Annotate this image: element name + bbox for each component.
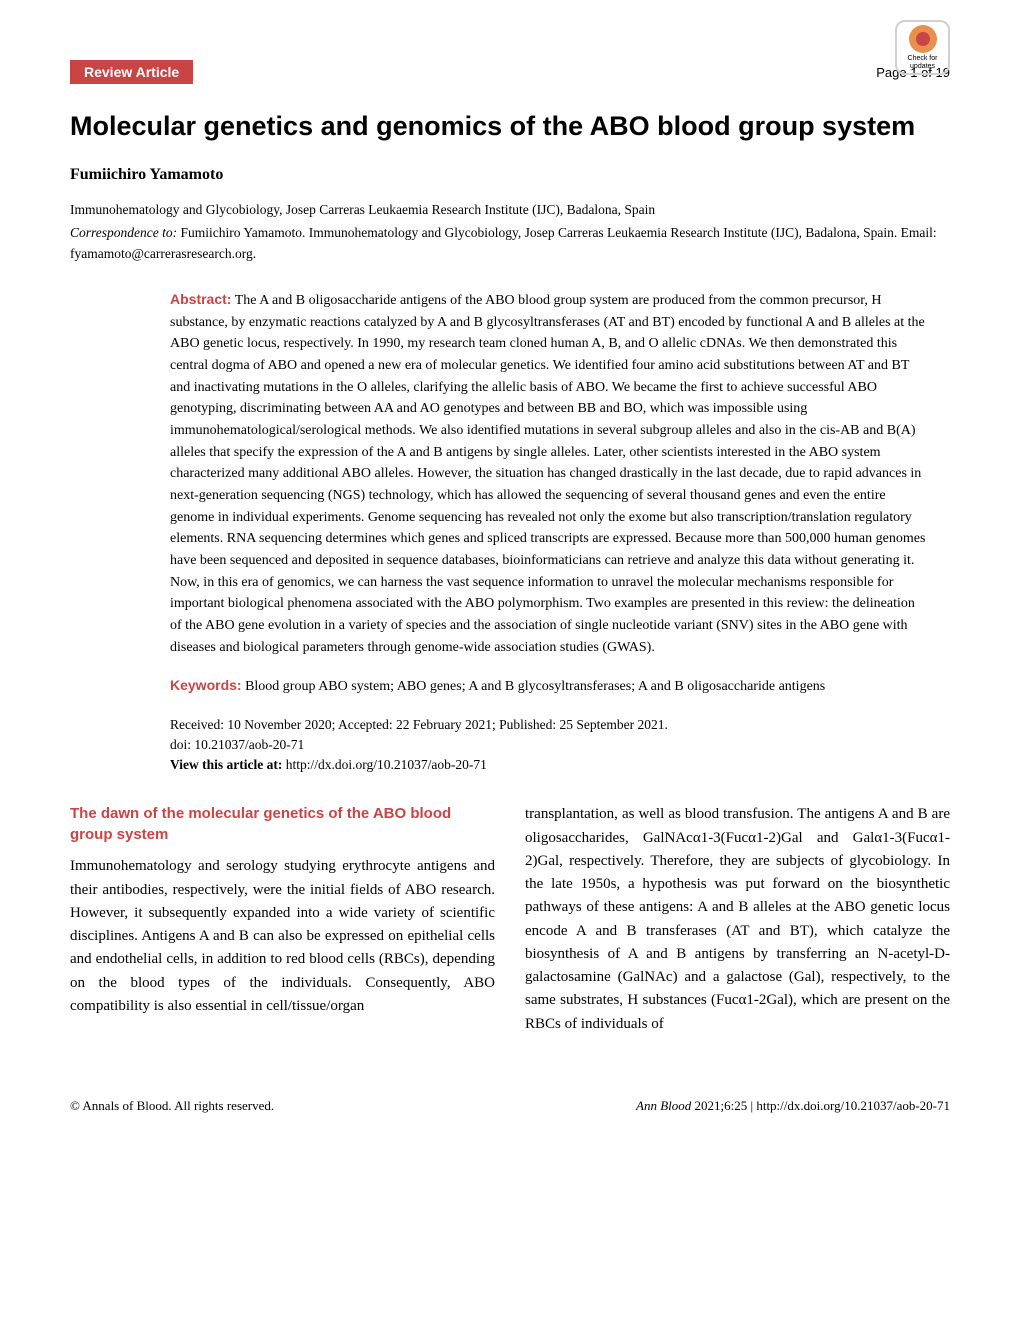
footer-journal: Ann Blood xyxy=(636,1098,691,1113)
dates-block: Received: 10 November 2020; Accepted: 22… xyxy=(170,715,930,776)
check-updates-text: Check for updates xyxy=(897,55,948,70)
left-column: The dawn of the molecular genetics of th… xyxy=(70,803,495,1036)
check-updates-badge[interactable]: Check for updates xyxy=(895,20,950,75)
keywords-label: Keywords: xyxy=(170,677,242,693)
review-article-badge: Review Article xyxy=(70,60,193,84)
affiliation: Immunohematology and Glycobiology, Josep… xyxy=(70,200,950,220)
abstract-text: The A and B oligosaccharide antigens of … xyxy=(170,293,925,655)
correspondence: Correspondence to: Fumiichiro Yamamoto. … xyxy=(70,223,950,264)
view-article-label: View this article at: xyxy=(170,757,282,772)
body-text-right: transplantation, as well as blood transf… xyxy=(525,803,950,1036)
body-columns: The dawn of the molecular genetics of th… xyxy=(70,803,950,1036)
dates-received: Received: 10 November 2020; Accepted: 22… xyxy=(170,715,930,735)
section-heading: The dawn of the molecular genetics of th… xyxy=(70,803,495,845)
crossmark-icon xyxy=(909,25,937,53)
body-text-left: Immunohematology and serology studying e… xyxy=(70,855,495,1018)
footer-citation-text: 2021;6:25 | http://dx.doi.org/10.21037/a… xyxy=(695,1098,951,1113)
author-name: Fumiichiro Yamamoto xyxy=(70,166,950,184)
page-container: Check for updates Review Article Page 1 … xyxy=(0,0,1020,1154)
article-title: Molecular genetics and genomics of the A… xyxy=(70,109,950,144)
correspondence-label: Correspondence to: xyxy=(70,225,177,240)
footer-citation: Ann Blood 2021;6:25 | http://dx.doi.org/… xyxy=(636,1098,950,1114)
dates-doi: doi: 10.21037/aob-20-71 xyxy=(170,735,930,755)
keywords-text: Blood group ABO system; ABO genes; A and… xyxy=(245,679,825,694)
footer-copyright: © Annals of Blood. All rights reserved. xyxy=(70,1098,274,1114)
abstract-label: Abstract: xyxy=(170,291,231,307)
abstract-block: Abstract: The A and B oligosaccharide an… xyxy=(170,289,930,659)
header-row: Review Article Page 1 of 19 xyxy=(70,60,950,84)
keywords-block: Keywords: Blood group ABO system; ABO ge… xyxy=(170,677,930,695)
correspondence-name: Fumiichiro Yamamoto. xyxy=(180,225,305,240)
right-column: transplantation, as well as blood transf… xyxy=(525,803,950,1036)
footer-row: © Annals of Blood. All rights reserved. … xyxy=(70,1086,950,1114)
view-article-url: http://dx.doi.org/10.21037/aob-20-71 xyxy=(286,757,487,772)
